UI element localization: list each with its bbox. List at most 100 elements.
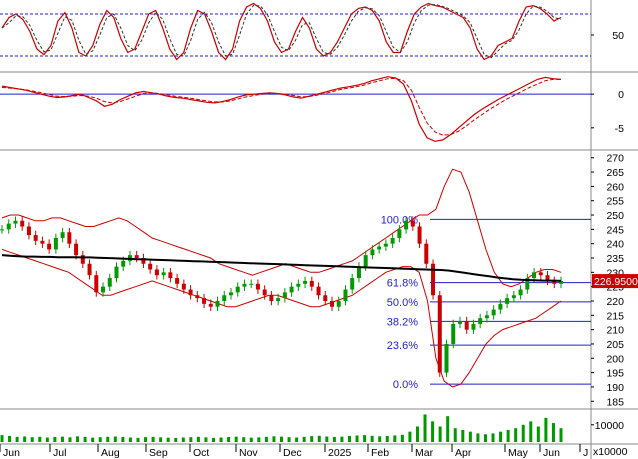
month-label: Jul: [53, 447, 66, 459]
candle-body: [148, 263, 153, 270]
price-ytick: 240: [606, 239, 624, 251]
candle-body: [484, 315, 489, 319]
candle-body: [363, 255, 368, 267]
candle-body: [168, 272, 173, 279]
volume-bar: [431, 421, 435, 442]
candle-body: [215, 300, 220, 307]
price-ytick: 260: [606, 181, 624, 193]
volume-bar: [468, 431, 472, 442]
stochastic-k-line: [1, 2, 562, 61]
volume-bar: [242, 437, 246, 442]
volume-bar: [506, 429, 510, 442]
candle-body: [181, 283, 186, 290]
volume-bar: [521, 424, 525, 442]
month-label: Dec: [283, 447, 302, 459]
volume-bar: [393, 435, 397, 442]
candle-body: [20, 220, 25, 227]
candle-body: [370, 249, 375, 256]
candle-body: [94, 275, 99, 293]
candle-body: [309, 280, 314, 287]
last-price-label: 226.9500: [594, 276, 638, 288]
volume-bar: [400, 434, 404, 442]
candle-body: [33, 235, 38, 241]
volume-bar: [514, 428, 518, 442]
volume-bar: [219, 437, 223, 442]
volume-bar: [559, 428, 563, 442]
candle-body: [121, 260, 126, 267]
volume-bar: [499, 431, 503, 442]
volume-bar: [529, 421, 533, 442]
candle-body: [276, 298, 281, 301]
month-label: Sep: [149, 447, 168, 459]
candle-body: [262, 289, 267, 296]
candle-body: [316, 286, 321, 296]
price-ytick: 245: [606, 224, 624, 236]
volume-bar: [204, 437, 208, 442]
volume-bar: [234, 436, 238, 442]
candle-body: [431, 263, 436, 296]
month-label: Jun: [3, 447, 20, 459]
candle-body: [336, 300, 341, 307]
candle-body: [390, 237, 395, 244]
volume-ytick: 10000: [595, 420, 624, 432]
macd-ytick: 0: [618, 89, 624, 101]
month-label: Aug: [101, 447, 120, 459]
volume-bar: [325, 436, 329, 442]
volume-bar: [113, 436, 117, 442]
candle-body: [457, 321, 462, 324]
volume-bar: [60, 436, 64, 442]
volume-bar: [144, 437, 148, 442]
candle-body: [47, 243, 52, 250]
volume-bar: [53, 437, 57, 442]
volume-bar: [340, 436, 344, 442]
volume-bar: [461, 429, 465, 442]
candle-body: [282, 292, 287, 299]
volume-bar: [68, 437, 72, 442]
volume-bar: [264, 436, 268, 442]
fibonacci-label: 50.0%: [387, 297, 418, 309]
candle-body: [437, 295, 442, 373]
volume-bar: [453, 428, 457, 442]
month-label: Nov: [239, 447, 258, 459]
candle-body: [552, 280, 557, 284]
volume-bar: [423, 414, 427, 442]
candle-body: [255, 283, 260, 290]
volume-bar: [408, 431, 412, 442]
candle-body: [505, 298, 510, 304]
candle-body: [356, 266, 361, 279]
candle-body: [141, 258, 146, 264]
last-price-box: [592, 274, 638, 289]
candle-body: [424, 243, 429, 264]
stochastic-ytick: 50: [612, 30, 624, 42]
candle-body: [249, 283, 254, 285]
volume-bar: [287, 437, 291, 442]
candle-body: [404, 220, 409, 230]
candle-body: [478, 318, 483, 324]
candle-body: [74, 243, 79, 256]
candle-body: [40, 240, 45, 244]
candle-body: [242, 283, 247, 287]
volume-bar: [128, 437, 132, 442]
candle-body: [471, 323, 476, 330]
candle-body: [175, 278, 180, 284]
volume-bar: [76, 436, 80, 442]
candle-body: [114, 266, 119, 279]
month-label: May: [508, 447, 529, 459]
volume-bar: [310, 436, 314, 442]
volume-bar: [446, 416, 450, 442]
candle-body: [222, 295, 227, 301]
price-ytick: 200: [606, 353, 624, 365]
candle-body: [87, 263, 92, 276]
volume-bar: [295, 437, 299, 442]
candle-body: [410, 220, 415, 227]
volume-bar: [355, 435, 359, 442]
candle-body: [289, 286, 294, 293]
volume-bar: [483, 434, 487, 442]
price-ytick: 250: [606, 210, 624, 222]
volume-bar: [196, 436, 200, 442]
volume-bar: [536, 426, 540, 442]
volume-bar: [257, 437, 261, 442]
month-label: Oct: [193, 447, 209, 459]
candle-body: [397, 229, 402, 238]
